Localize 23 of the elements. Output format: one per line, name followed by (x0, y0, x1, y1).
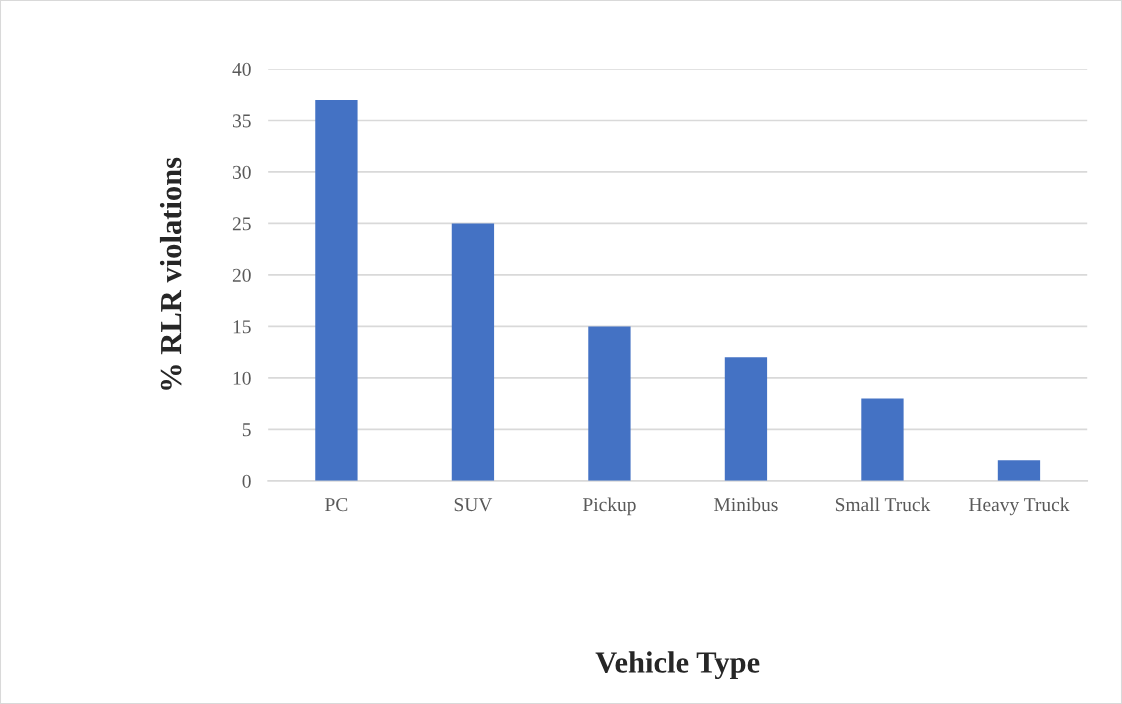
x-tick-label: SUV (454, 498, 493, 512)
y-tick-label: 25 (232, 217, 251, 231)
bar (861, 398, 904, 481)
y-tick-label: 20 (232, 268, 251, 282)
y-tick-label: 40 (232, 62, 251, 76)
x-tick-label: Small Truck (835, 497, 931, 512)
y-tick-label: 5 (242, 423, 251, 437)
x-axis-title: Vehicle Type (595, 651, 760, 680)
y-tick-label: 10 (233, 371, 251, 385)
bar (588, 326, 631, 481)
bar (451, 223, 495, 481)
x-tick-label: PC (325, 498, 348, 512)
bar (724, 357, 768, 481)
x-tick-label: Heavy Truck (969, 497, 1070, 516)
x-tick-label: Minibus (714, 497, 778, 512)
y-tick-label: 35 (232, 114, 251, 128)
y-axis-title: % RLR violations (159, 157, 182, 390)
y-tick-label: 15 (233, 320, 251, 334)
bar (997, 460, 1041, 481)
bar (315, 99, 358, 481)
x-tick-label: Pickup (582, 497, 636, 516)
y-tick-label: 30 (232, 165, 251, 179)
y-tick-label: 0 (242, 474, 251, 488)
